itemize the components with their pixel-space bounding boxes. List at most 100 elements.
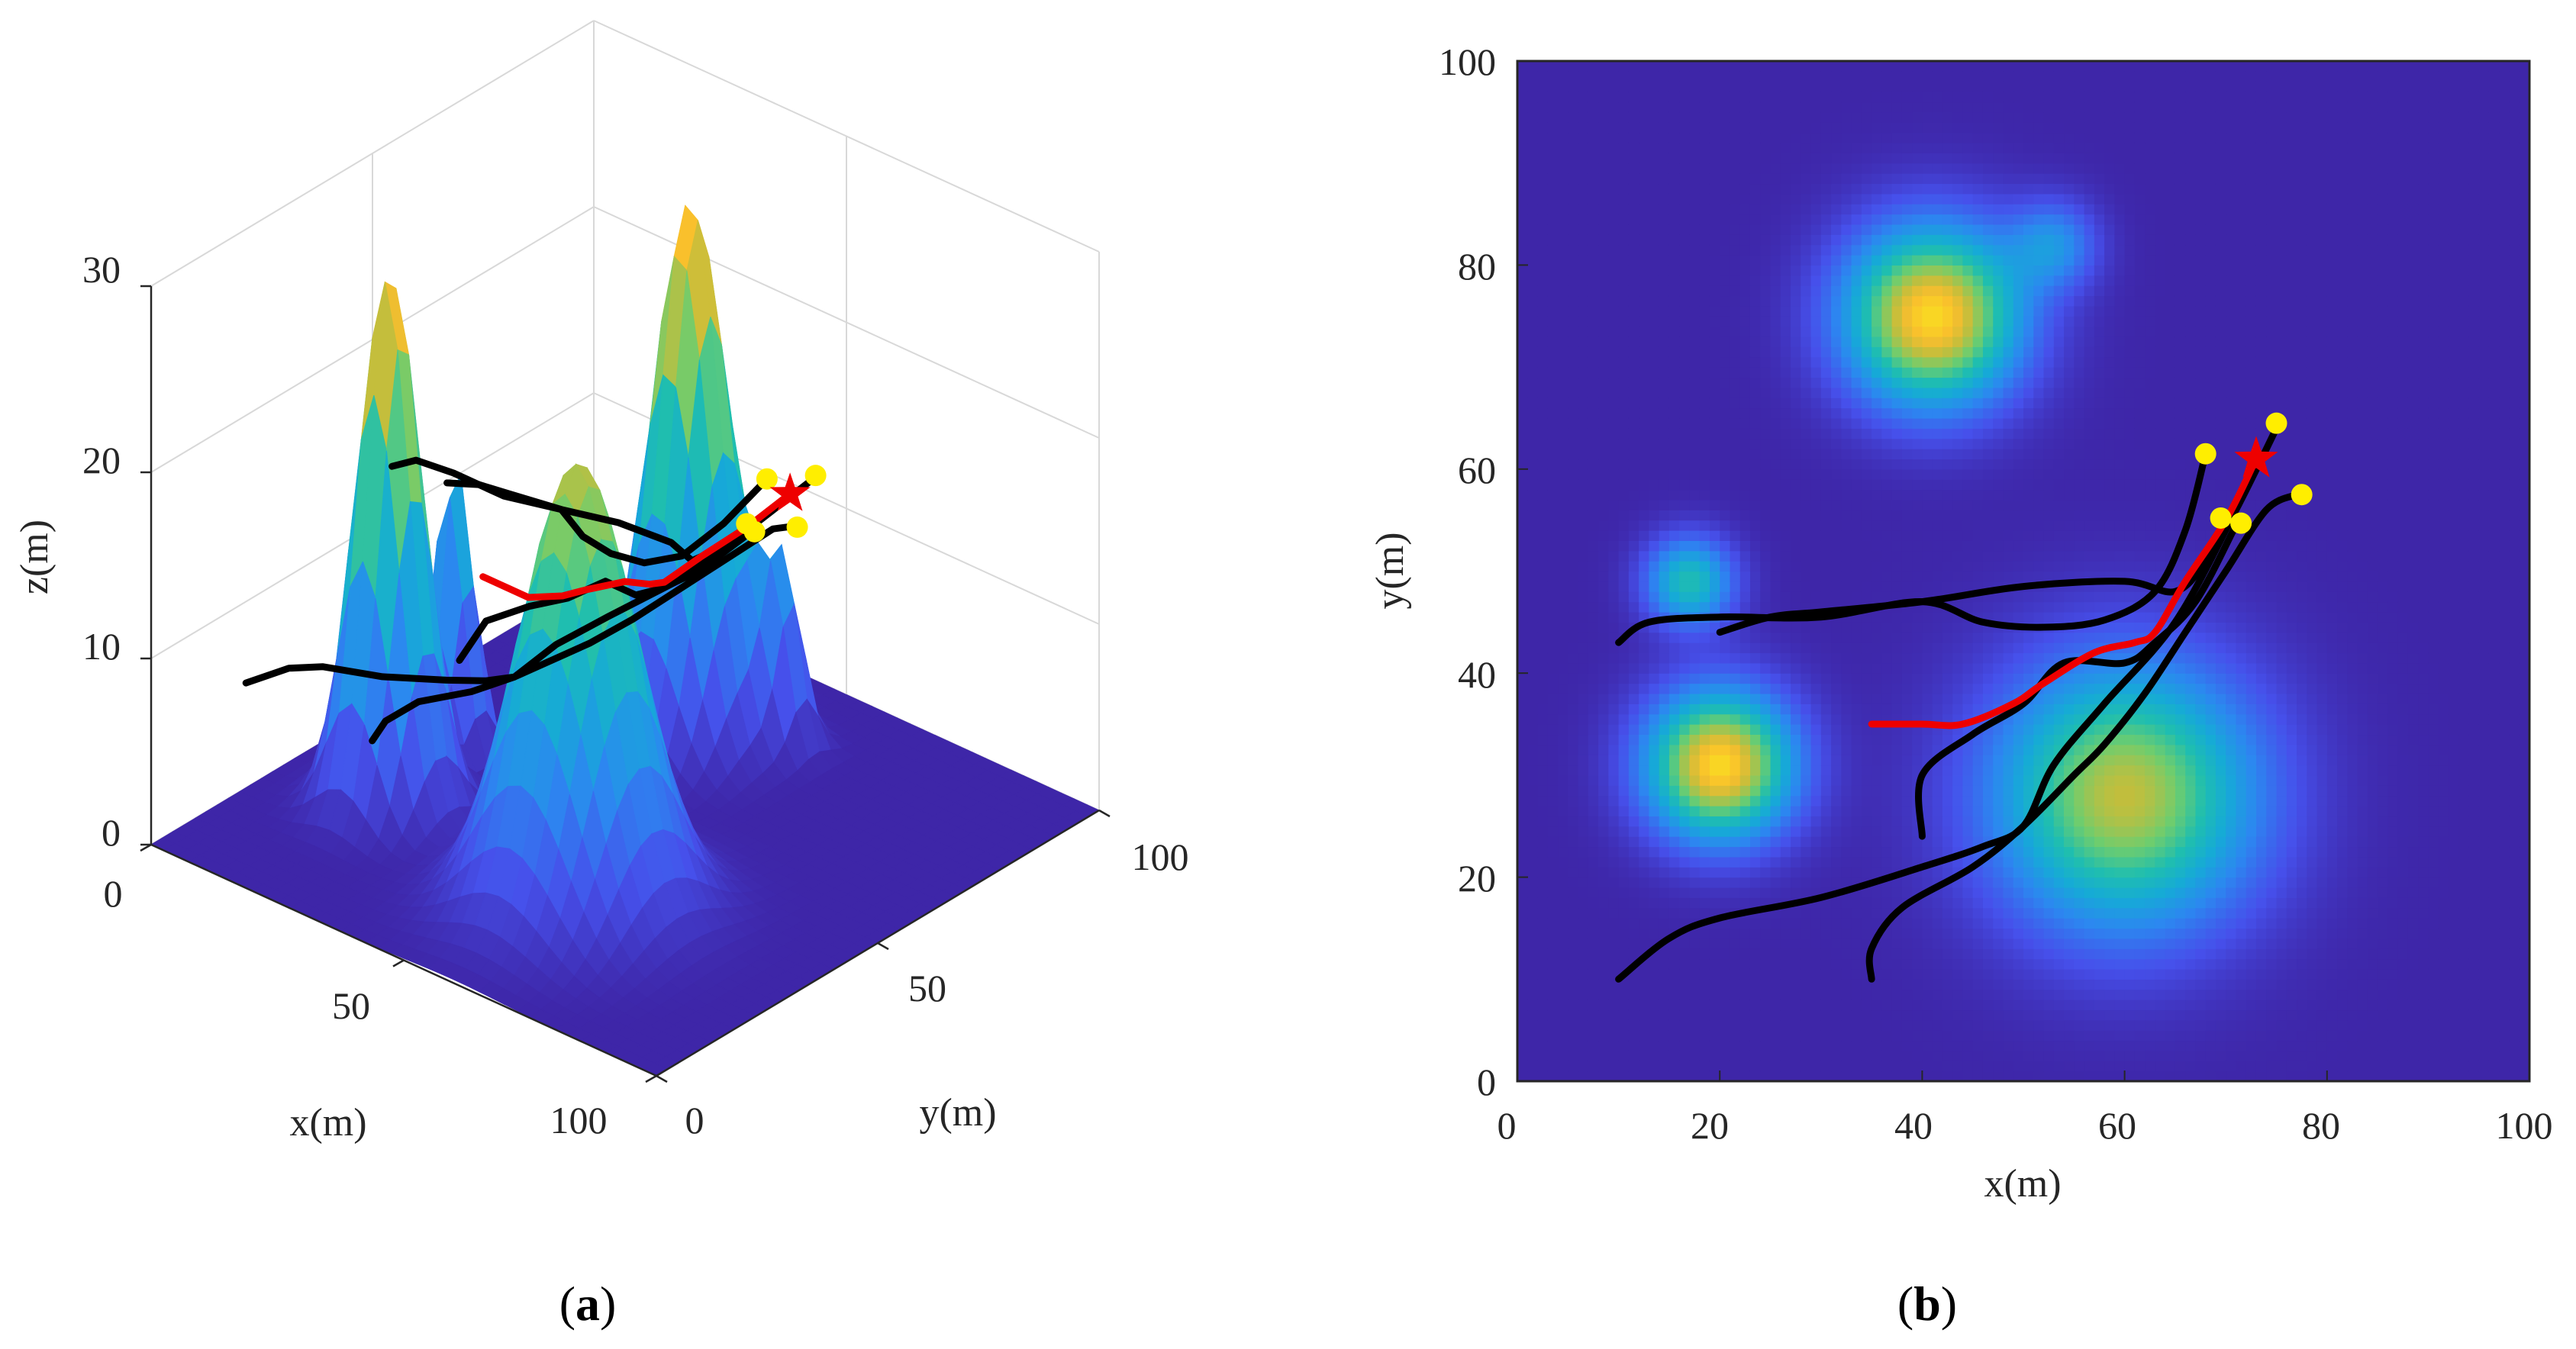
heatmap-cell xyxy=(1730,449,1741,460)
heatmap-cell xyxy=(1810,836,1822,848)
heatmap-cell xyxy=(1527,703,1539,715)
heatmap-cell xyxy=(1851,907,1862,919)
heatmap-cell xyxy=(1527,816,1539,827)
x-tick-labels: 0 50 100 xyxy=(104,872,608,1141)
heatmap-cell xyxy=(1578,642,1589,654)
heatmap-cell xyxy=(1780,632,1791,643)
heatmap-cell xyxy=(1608,122,1620,134)
heatmap-cell xyxy=(1791,275,1801,286)
heatmap-cell xyxy=(1699,887,1710,898)
heatmap-cell xyxy=(1628,449,1639,460)
heatmap-cell xyxy=(1730,142,1741,153)
heatmap-cell xyxy=(1791,540,1801,552)
heatmap-cell xyxy=(1628,1050,1639,1061)
heatmap-cell xyxy=(1760,806,1772,816)
heatmap-cell xyxy=(1770,774,1781,786)
heatmap-cell xyxy=(1820,163,1832,174)
heatmap-cell xyxy=(1689,183,1701,195)
heatmap-cell xyxy=(1547,897,1559,909)
heatmap-cell xyxy=(1639,499,1649,510)
heatmap-cell xyxy=(1760,499,1772,510)
heatmap-cell xyxy=(1618,642,1630,654)
heatmap-cell xyxy=(1780,255,1791,266)
heatmap-cell xyxy=(1749,581,1761,592)
heatmap-cell xyxy=(1760,1061,1772,1072)
heatmap-cell xyxy=(1760,765,1772,776)
heatmap-cell xyxy=(1841,71,1852,82)
heatmap-cell xyxy=(1547,153,1559,164)
heatmap-cell xyxy=(1689,907,1701,919)
heatmap-cell xyxy=(1517,1061,1528,1072)
heatmap-cell xyxy=(1568,1030,1579,1042)
heatmap-cell xyxy=(1639,438,1649,449)
heatmap-cell xyxy=(1547,173,1559,185)
heatmap-cell xyxy=(1720,295,1731,307)
heatmap-cell xyxy=(1720,734,1731,745)
heatmap-cell xyxy=(1801,928,1812,939)
heatmap-cell xyxy=(1639,928,1649,939)
heatmap-cell xyxy=(1689,489,1701,501)
heatmap-cell xyxy=(1527,295,1539,307)
heatmap-cell xyxy=(1668,234,1680,246)
heatmap-cell xyxy=(1730,305,1741,317)
heatmap-cell xyxy=(1598,275,1609,286)
heatmap-cell xyxy=(1659,1040,1670,1051)
heatmap-cell xyxy=(1578,479,1589,491)
heatmap-cell xyxy=(1537,71,1549,82)
heatmap-cell xyxy=(1780,581,1791,592)
heatmap-cell xyxy=(1608,163,1620,174)
heatmap-cell xyxy=(1791,111,1801,123)
heatmap-cell xyxy=(1720,897,1731,909)
heatmap-cell xyxy=(1517,428,1528,439)
heatmap-cell xyxy=(1649,255,1660,266)
heatmap-cell xyxy=(1679,122,1691,134)
heatmap-cell xyxy=(1739,459,1751,470)
heatmap-cell xyxy=(1699,856,1710,868)
heatmap-cell xyxy=(1709,601,1720,613)
heatmap-cell xyxy=(1810,806,1822,816)
heatmap-cell xyxy=(1598,459,1609,470)
heatmap-cell xyxy=(1517,153,1528,164)
heatmap-cell xyxy=(1810,295,1822,307)
heatmap-cell xyxy=(1517,724,1528,736)
heatmap-cell xyxy=(1770,1019,1781,1031)
heatmap-cell xyxy=(1649,856,1660,868)
heatmap-cell xyxy=(1820,255,1832,266)
heatmap-cell xyxy=(1588,255,1599,266)
heatmap-cell xyxy=(1820,122,1832,134)
heatmap-cell xyxy=(1668,968,1680,980)
heatmap-cell xyxy=(1578,856,1589,868)
heatmap-cell xyxy=(1841,101,1852,113)
heatmap-cell xyxy=(1720,214,1731,225)
heatmap-cell xyxy=(1739,449,1751,460)
heatmap-cell xyxy=(1730,561,1741,572)
heatmap-cell xyxy=(1791,417,1801,429)
heatmap-cell xyxy=(1739,744,1751,755)
heatmap-cell xyxy=(1649,449,1660,460)
heatmap-cell xyxy=(1851,785,1862,797)
heatmap-cell xyxy=(1780,713,1791,725)
heatmap-cell xyxy=(1578,632,1589,643)
heatmap-cell xyxy=(1730,173,1741,185)
heatmap-cell xyxy=(1679,1061,1691,1072)
heatmap-cell xyxy=(1537,214,1549,225)
heatmap-cell xyxy=(1588,163,1599,174)
heatmap-cell xyxy=(1699,632,1710,643)
heatmap-cell xyxy=(1791,71,1801,82)
heatmap-cell xyxy=(1547,540,1559,552)
heatmap-cell xyxy=(1527,214,1539,225)
heatmap-cell xyxy=(1709,642,1720,654)
heatmap-cell xyxy=(1820,336,1832,347)
heatmap-cell xyxy=(1558,979,1568,990)
heatmap-cell xyxy=(1639,652,1649,664)
heatmap-cell xyxy=(1841,816,1852,827)
heatmap-cell xyxy=(1780,948,1791,960)
heatmap-cell xyxy=(1841,744,1852,755)
heatmap-cell xyxy=(1668,540,1680,552)
heatmap-cell xyxy=(1628,234,1639,246)
heatmap-cell xyxy=(1801,214,1812,225)
heatmap-cell xyxy=(1537,958,1549,970)
heatmap-cell xyxy=(1568,1019,1579,1031)
heatmap-cell xyxy=(1831,367,1842,378)
heatmap-cell xyxy=(1628,244,1639,256)
